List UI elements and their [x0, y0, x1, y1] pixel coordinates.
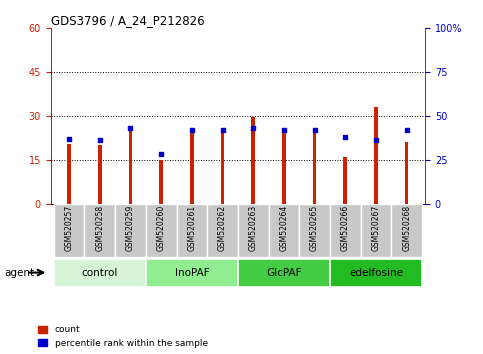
Bar: [374, 107, 378, 204]
Point: [341, 134, 349, 140]
Text: GSM520267: GSM520267: [371, 205, 381, 251]
Point: [311, 127, 318, 133]
Bar: [128, 129, 132, 204]
Point: [65, 136, 73, 142]
Text: control: control: [82, 268, 118, 278]
FancyBboxPatch shape: [391, 204, 422, 257]
Text: edelfosine: edelfosine: [349, 268, 403, 278]
Point: [219, 127, 227, 133]
Text: GSM520264: GSM520264: [279, 205, 288, 251]
FancyBboxPatch shape: [146, 204, 176, 257]
FancyBboxPatch shape: [269, 204, 299, 257]
Bar: [343, 157, 347, 204]
FancyBboxPatch shape: [330, 259, 422, 287]
Point: [157, 152, 165, 157]
FancyBboxPatch shape: [207, 204, 238, 257]
Bar: [67, 144, 71, 204]
Bar: [159, 160, 163, 204]
FancyBboxPatch shape: [299, 204, 330, 257]
FancyBboxPatch shape: [330, 204, 361, 257]
Text: agent: agent: [5, 268, 35, 278]
FancyBboxPatch shape: [361, 204, 391, 257]
Bar: [98, 145, 101, 204]
Text: GSM520262: GSM520262: [218, 205, 227, 251]
Bar: [405, 142, 409, 204]
Text: GSM520257: GSM520257: [65, 205, 73, 251]
Text: GSM520261: GSM520261: [187, 205, 197, 251]
Text: GSM520258: GSM520258: [95, 205, 104, 251]
Text: GSM520260: GSM520260: [156, 205, 166, 251]
FancyBboxPatch shape: [146, 259, 238, 287]
Legend: count, percentile rank within the sample: count, percentile rank within the sample: [38, 325, 208, 348]
Point: [280, 127, 288, 133]
FancyBboxPatch shape: [85, 204, 115, 257]
Text: InoPAF: InoPAF: [174, 268, 209, 278]
Point: [403, 127, 411, 133]
Text: GDS3796 / A_24_P212826: GDS3796 / A_24_P212826: [51, 14, 204, 27]
FancyBboxPatch shape: [238, 259, 330, 287]
FancyBboxPatch shape: [176, 204, 207, 257]
FancyBboxPatch shape: [54, 204, 85, 257]
Text: GSM520265: GSM520265: [310, 205, 319, 251]
Bar: [282, 132, 286, 204]
Point: [96, 138, 104, 143]
Point: [249, 125, 257, 131]
Point: [127, 125, 134, 131]
Text: GSM520268: GSM520268: [402, 205, 411, 251]
FancyBboxPatch shape: [115, 204, 146, 257]
Bar: [190, 132, 194, 204]
Point: [372, 138, 380, 143]
Point: [188, 127, 196, 133]
Text: GSM520263: GSM520263: [249, 205, 258, 251]
Bar: [251, 118, 255, 204]
Bar: [313, 132, 316, 204]
FancyBboxPatch shape: [54, 259, 146, 287]
Text: GlcPAF: GlcPAF: [266, 268, 302, 278]
Bar: [221, 132, 225, 204]
FancyBboxPatch shape: [238, 204, 269, 257]
Text: GSM520259: GSM520259: [126, 205, 135, 251]
Text: GSM520266: GSM520266: [341, 205, 350, 251]
